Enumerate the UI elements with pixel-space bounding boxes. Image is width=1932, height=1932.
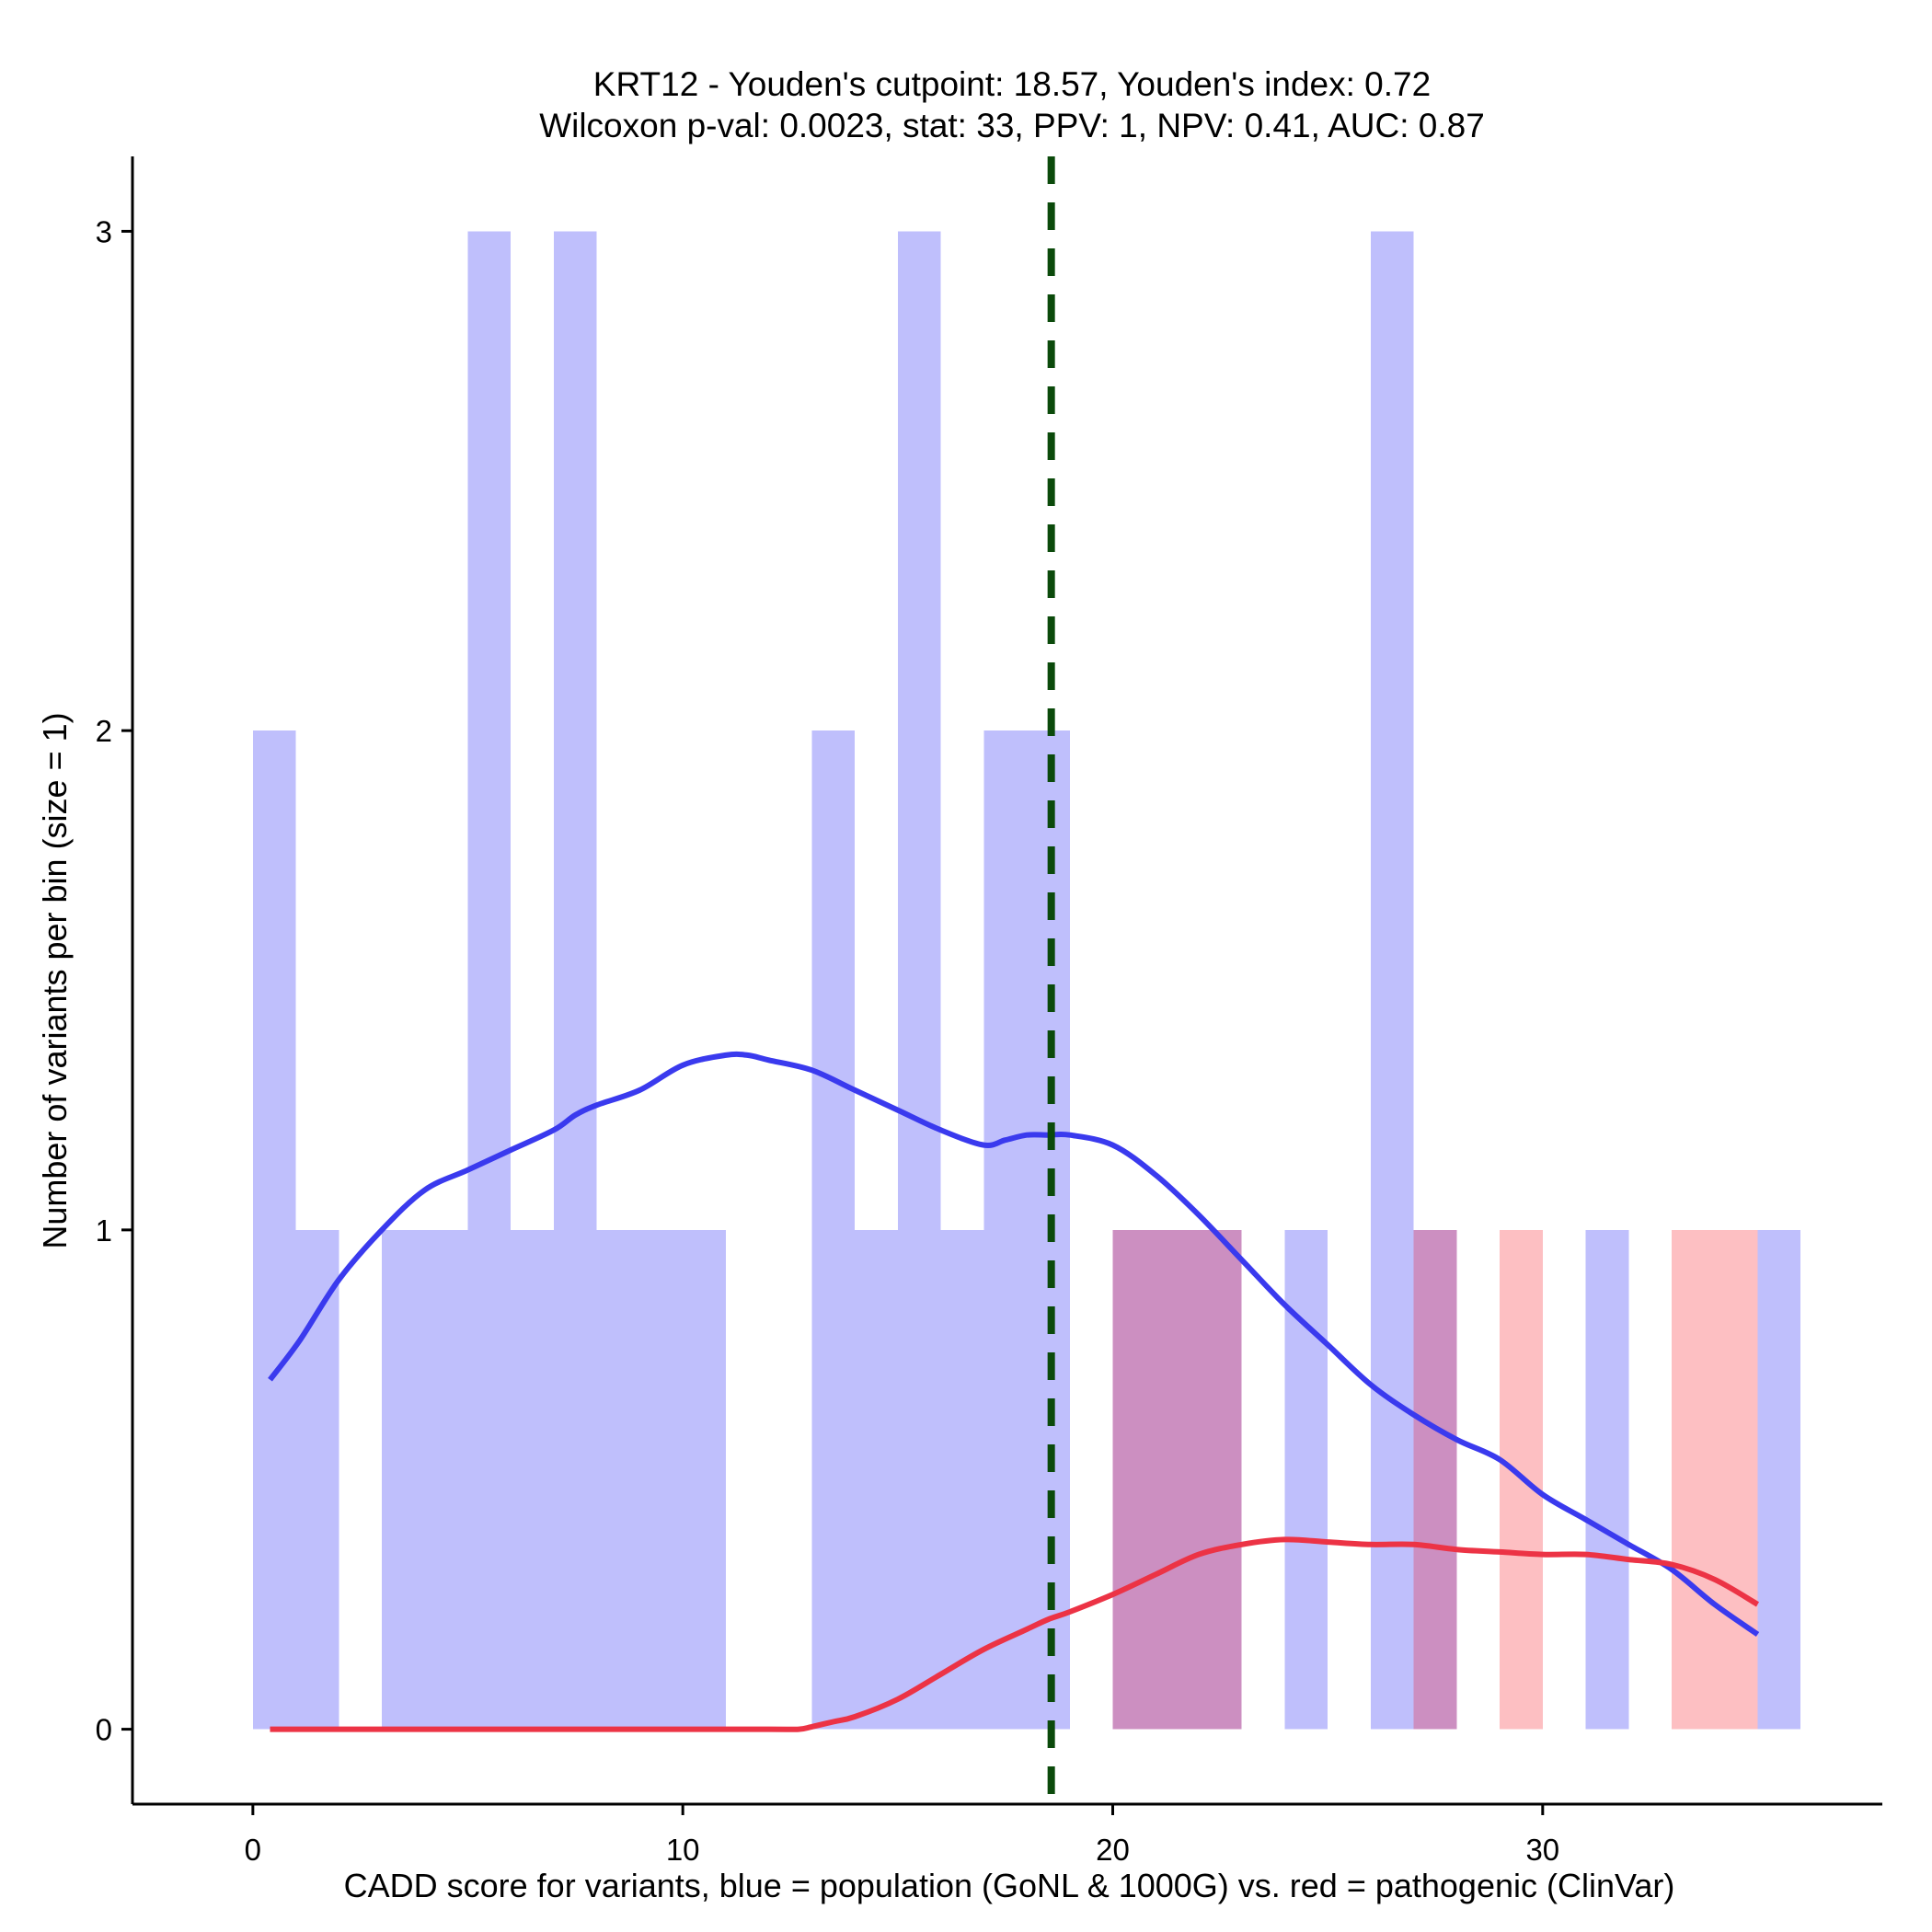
chart-title-line-2: Wilcoxon p-val: 0.0023, stat: 33, PPV: 1… (539, 107, 1485, 144)
population-bar (252, 730, 296, 1730)
overlap-bar (1198, 1229, 1242, 1730)
y-tick-label: 0 (96, 1713, 112, 1747)
population-bar (683, 1229, 726, 1730)
x-tick-label: 10 (666, 1833, 700, 1867)
population-bar (511, 1229, 554, 1730)
pathogenic-bar (1714, 1229, 1758, 1730)
y-tick-label: 3 (96, 214, 112, 248)
y-tick-label: 2 (96, 714, 112, 748)
population-bar (467, 231, 512, 1730)
pathogenic-density-line (270, 1536, 1760, 1732)
population-bar (382, 1229, 425, 1730)
overlap-bar (1156, 1229, 1199, 1730)
population-bar (983, 730, 1028, 1730)
chart-title-line-1: KRT12 - Youden's cutpoint: 18.57, Youden… (593, 65, 1431, 103)
x-ticks: 0 10 20 30 (245, 1804, 1559, 1867)
x-tick-label: 20 (1096, 1833, 1130, 1867)
y-ticks: 0 1 2 3 (96, 214, 132, 1747)
population-bar (1370, 231, 1414, 1730)
population-bar (897, 231, 941, 1730)
overlap-bar (1112, 1229, 1156, 1730)
overlap-bars (1112, 1229, 1457, 1730)
population-bar (1757, 1229, 1801, 1730)
population-bar (424, 1229, 468, 1730)
y-axis-label: Number of variants per bin (size = 1) (36, 712, 74, 1248)
x-tick-label: 30 (1525, 1833, 1559, 1867)
density-lines (268, 1051, 1760, 1732)
population-bar (553, 231, 597, 1730)
population-bar (295, 1229, 339, 1730)
population-bar (1585, 1229, 1629, 1730)
x-axis-label: CADD score for variants, blue = populati… (344, 1867, 1675, 1904)
y-tick-label: 1 (96, 1213, 112, 1248)
population-bar (1284, 1229, 1328, 1730)
axes (131, 156, 1882, 1806)
population-bar (596, 1229, 640, 1730)
x-tick-label: 0 (245, 1833, 261, 1867)
population-bar (639, 1229, 684, 1730)
population-bar (940, 1229, 984, 1730)
pathogenic-bar (1672, 1229, 1715, 1730)
population-bar (811, 730, 856, 1730)
population-density-line (268, 1051, 1760, 1637)
population-bar (855, 1229, 898, 1730)
overlap-bar (1413, 1229, 1457, 1730)
